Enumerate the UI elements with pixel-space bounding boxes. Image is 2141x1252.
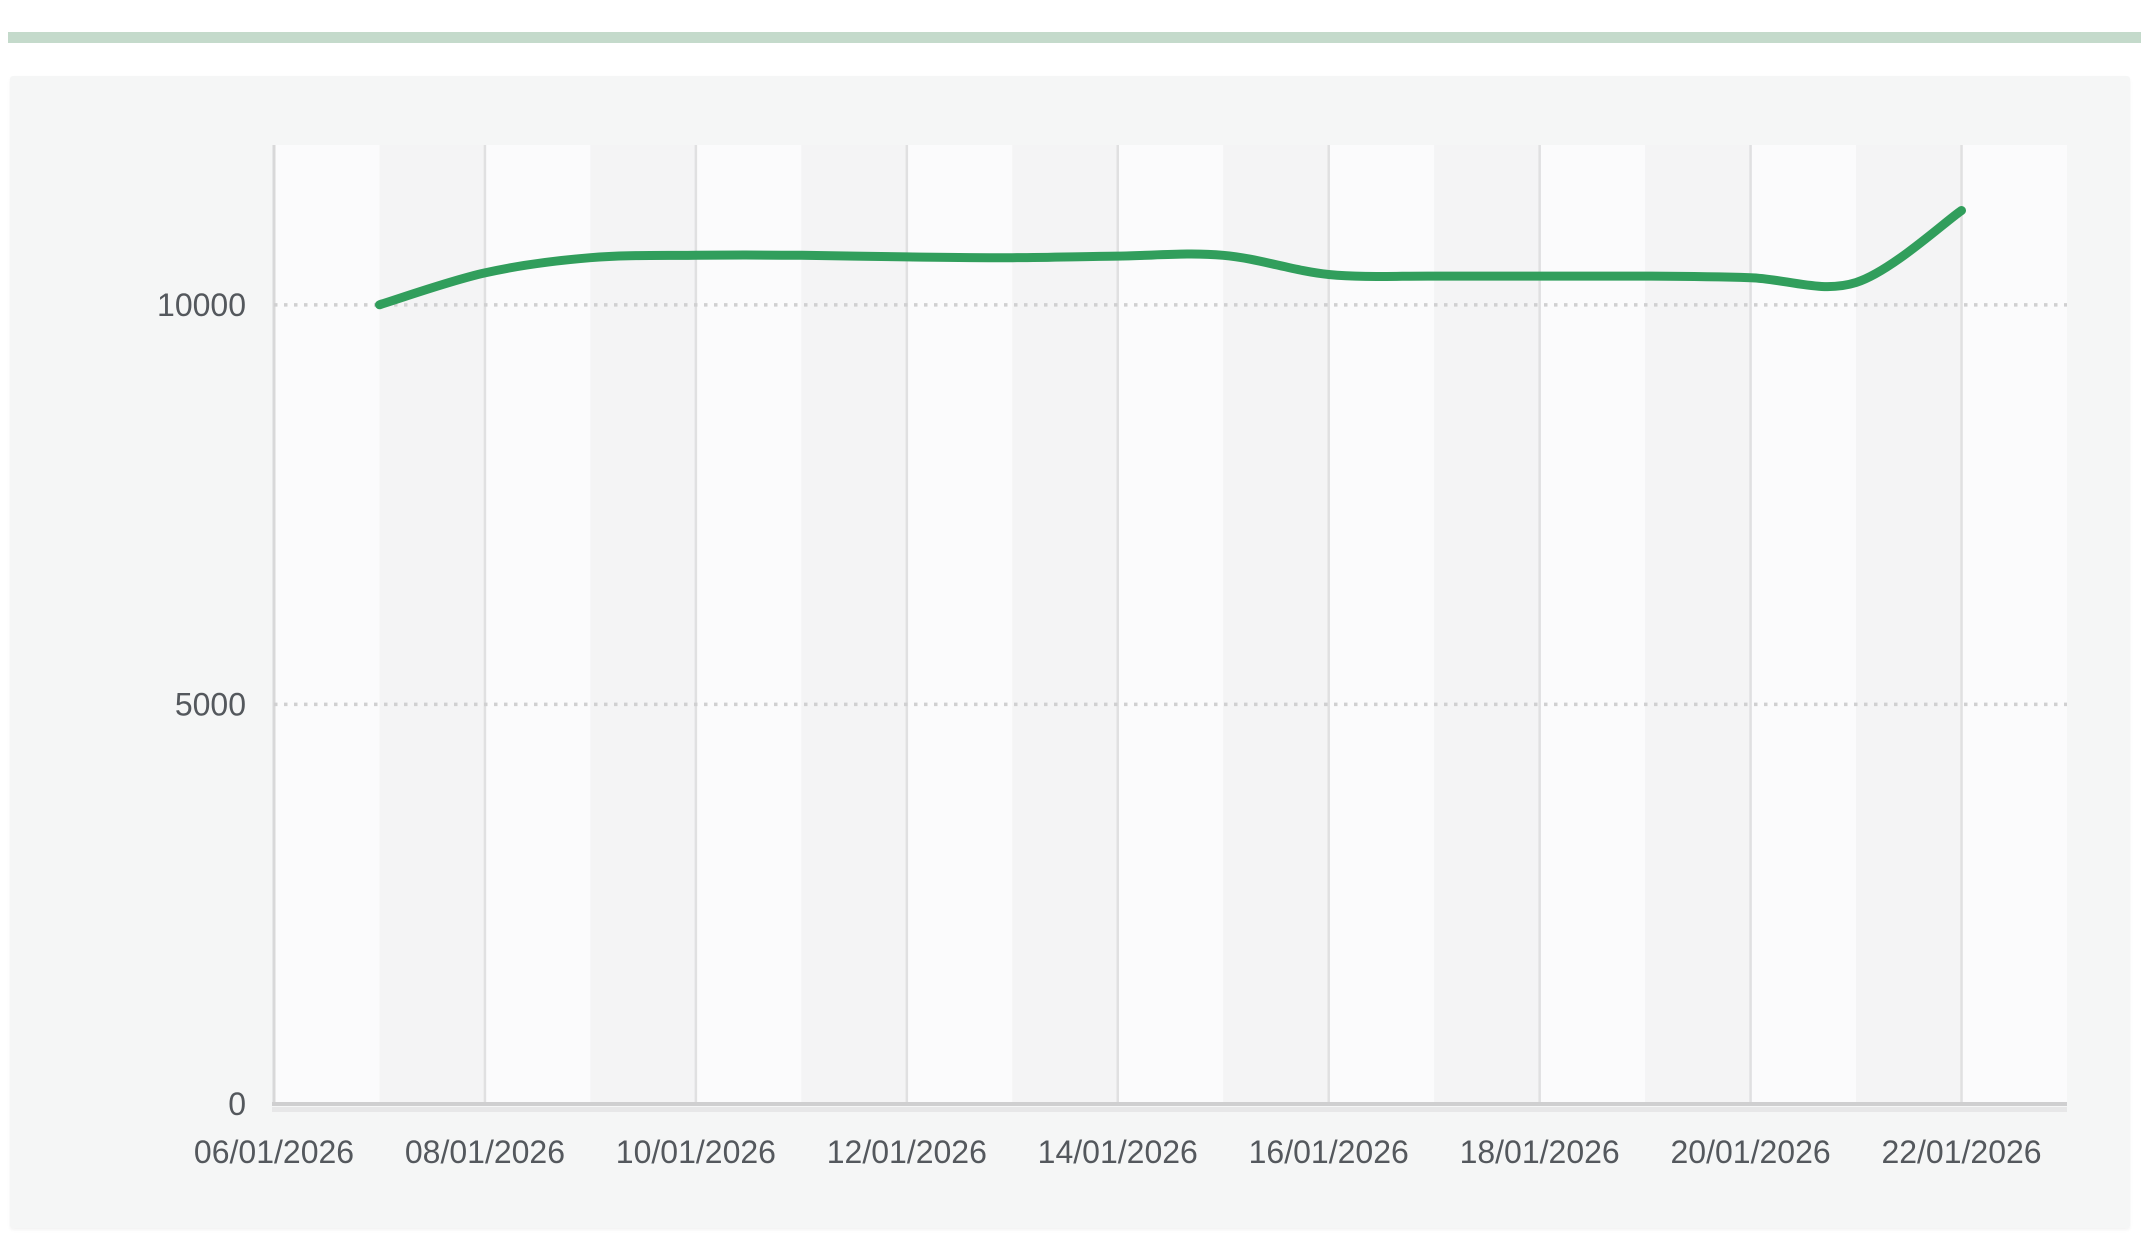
plot-band (1856, 145, 1962, 1104)
plot-band (274, 145, 380, 1104)
plot-band (1328, 145, 1435, 1104)
plot-band (1539, 145, 1646, 1104)
plot-band (484, 145, 591, 1104)
plot-band (1750, 145, 1857, 1104)
plot-band (906, 145, 1013, 1104)
plot-band (1012, 145, 1118, 1104)
x-axis-tick-label: 12/01/2026 (827, 1134, 987, 1170)
x-axis-tick-label: 16/01/2026 (1249, 1134, 1409, 1170)
plot-band (1434, 145, 1540, 1104)
plot-band (1961, 145, 2067, 1104)
y-axis-tick-label: 5000 (175, 686, 246, 722)
x-axis-tick-label: 08/01/2026 (405, 1134, 565, 1170)
x-axis-tick-label: 06/01/2026 (194, 1134, 354, 1170)
plot-band (590, 145, 696, 1104)
plot-band (695, 145, 802, 1104)
plot-band (801, 145, 907, 1104)
x-axis-tick-label: 10/01/2026 (616, 1134, 776, 1170)
x-axis-tick-label: 20/01/2026 (1671, 1134, 1831, 1170)
y-axis-tick-label: 10000 (157, 287, 246, 323)
top-accent-bar (8, 32, 2141, 43)
x-axis-tick-label: 22/01/2026 (1881, 1134, 2041, 1170)
plot-band (1645, 145, 1751, 1104)
x-axis-tick-label: 18/01/2026 (1460, 1134, 1620, 1170)
series-line[interactable] (375, 206, 1966, 310)
x-axis-tick-label: 14/01/2026 (1038, 1134, 1198, 1170)
plot-band (1117, 145, 1224, 1104)
y-axis-tick-label: 0 (228, 1086, 246, 1122)
plot-band (1223, 145, 1329, 1104)
